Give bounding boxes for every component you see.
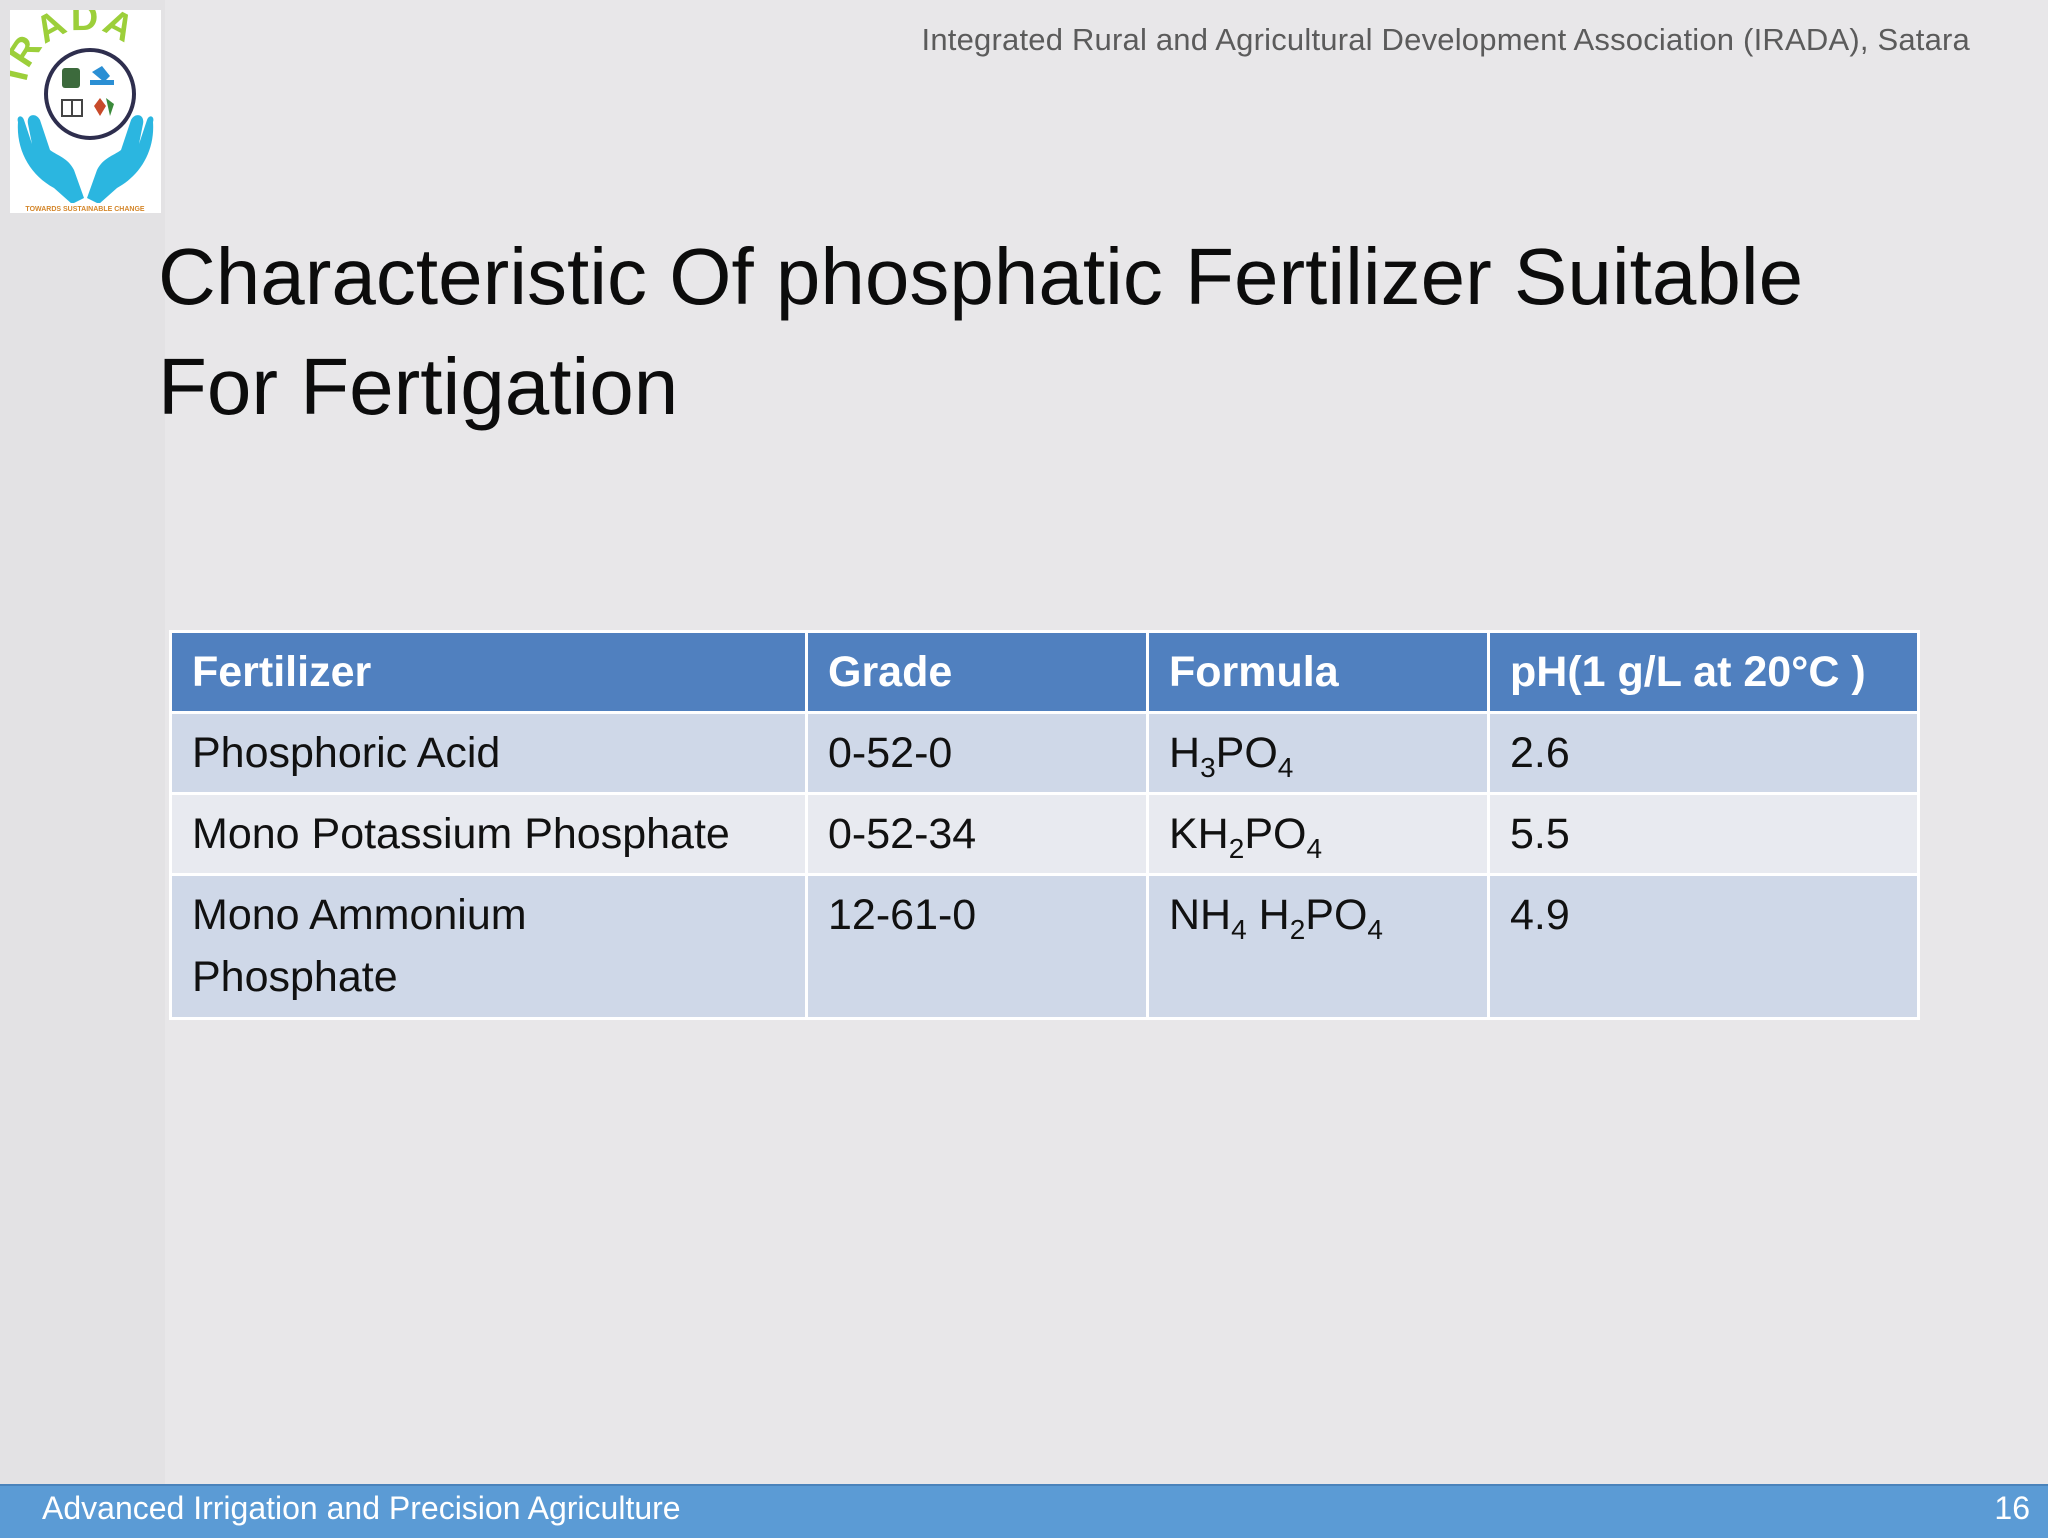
formula-part: PO [1305, 891, 1368, 939]
table-row: Mono Ammonium Phosphate 12-61-0 NH4 H2PO… [169, 873, 1920, 1020]
formula-part: H [1246, 891, 1290, 939]
formula-part: NH [1169, 891, 1232, 939]
cell-formula: NH4 H2PO4 [1146, 873, 1490, 1020]
formula-subscript: 4 [1306, 833, 1323, 864]
cell-fertilizer: Mono Potassium Phosphate [169, 792, 808, 876]
table-row: Phosphoric Acid 0-52-0 H3PO4 2.6 [169, 711, 1920, 795]
table-header-row: Fertilizer Grade Formula pH(1 g/L at 20°… [169, 630, 1920, 714]
page-number: 16 [1994, 1490, 2030, 1526]
cell-fertilizer: Phosphoric Acid [169, 711, 808, 795]
slide-title-line-2: For Fertigation [158, 342, 679, 431]
irada-hands-logo-icon: IRADA TOWARDS SUSTAINABLE CHANGE [10, 10, 154, 213]
cell-grade: 12-61-0 [805, 873, 1149, 1020]
column-header-grade: Grade [805, 630, 1149, 714]
table-row: Mono Potassium Phosphate 0-52-34 KH2PO4 … [169, 792, 1920, 876]
footer-title: Advanced Irrigation and Precision Agricu… [42, 1490, 681, 1526]
cell-fertilizer-line-1: Mono Ammonium [192, 891, 527, 939]
left-strip [0, 0, 165, 1484]
cell-ph: 2.6 [1487, 711, 1920, 795]
formula-part: PO [1244, 810, 1307, 858]
column-header-formula: Formula [1146, 630, 1490, 714]
cell-ph: 4.9 [1487, 873, 1920, 1020]
formula-subscript: 2 [1289, 914, 1306, 945]
fertilizer-table: Fertilizer Grade Formula pH(1 g/L at 20°… [169, 630, 1920, 1020]
cell-grade: 0-52-34 [805, 792, 1149, 876]
cell-fertilizer: Mono Ammonium Phosphate [169, 873, 808, 1020]
formula-part: PO [1215, 729, 1278, 777]
formula-subscript: 4 [1367, 914, 1383, 945]
formula-subscript: 3 [1200, 752, 1216, 783]
formula-part: H [1169, 729, 1201, 777]
logo-tagline: TOWARDS SUSTAINABLE CHANGE [25, 206, 144, 213]
footer-bar [0, 1484, 2048, 1538]
slide-title: Characteristic Of phosphatic Fertilizer … [158, 222, 1958, 442]
formula-part: KH [1169, 810, 1229, 858]
cell-formula: H3PO4 [1146, 711, 1490, 795]
cell-grade: 0-52-0 [805, 711, 1149, 795]
formula-subscript: 4 [1277, 752, 1294, 783]
irada-logo: IRADA TOWARDS SUSTAINABLE CHANGE [10, 10, 161, 213]
cell-formula: KH2PO4 [1146, 792, 1490, 876]
header-organization: Integrated Rural and Agricultural Develo… [921, 22, 1970, 57]
cell-fertilizer-line-2: Phosphate [192, 953, 398, 1001]
formula-subscript: 2 [1228, 833, 1245, 864]
cell-ph: 5.5 [1487, 792, 1920, 876]
formula-subscript: 4 [1231, 914, 1247, 945]
column-header-ph: pH(1 g/L at 20°C ) [1487, 630, 1920, 714]
column-header-fertilizer: Fertilizer [169, 630, 808, 714]
slide-title-line-1: Characteristic Of phosphatic Fertilizer … [158, 232, 1804, 321]
